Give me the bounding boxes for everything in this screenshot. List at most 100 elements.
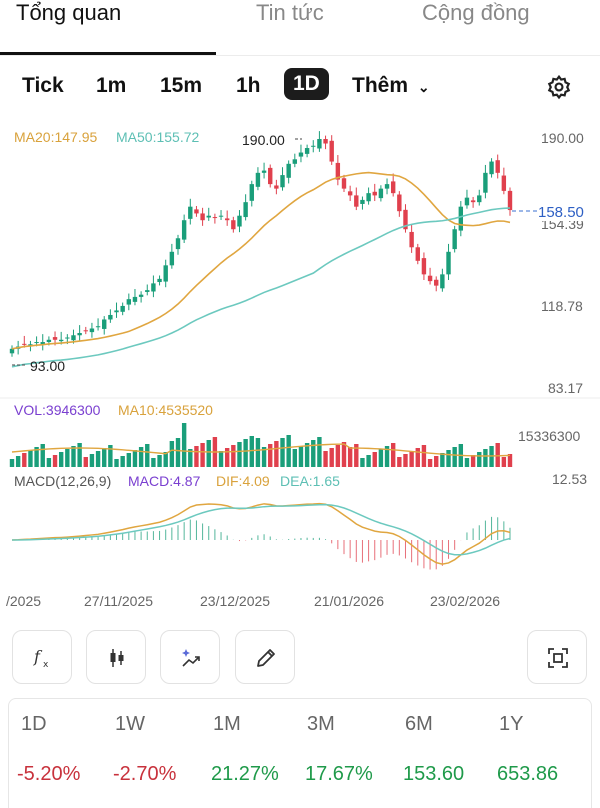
candle-body bbox=[132, 296, 138, 302]
candle-body bbox=[415, 247, 420, 261]
candle-body bbox=[243, 202, 248, 218]
volume-axis-label: 15336300 bbox=[518, 428, 581, 444]
timeframe-1d[interactable]: 1D bbox=[284, 68, 329, 100]
change-value-1m: 21.27% bbox=[211, 763, 279, 785]
draw-tool-button[interactable] bbox=[235, 630, 295, 684]
candle-body bbox=[409, 231, 414, 248]
volume-bar bbox=[224, 448, 230, 467]
volume-bar bbox=[120, 456, 125, 467]
volume-bar bbox=[427, 459, 433, 467]
volume-bar bbox=[163, 452, 168, 467]
volume-bar bbox=[200, 443, 205, 467]
candle-body bbox=[347, 191, 353, 196]
performance-panel: 1D 1W 1M 3M 6M 1Y -5.20% -2.70% 21.27% 1… bbox=[8, 698, 592, 808]
volume-bar bbox=[9, 459, 15, 467]
volume-bar bbox=[409, 451, 414, 467]
active-tab-indicator bbox=[0, 52, 216, 55]
svg-text:f: f bbox=[33, 647, 43, 666]
volume-bar bbox=[151, 458, 156, 467]
candle-body bbox=[489, 161, 494, 175]
gear-icon[interactable] bbox=[546, 74, 572, 100]
volume-bar bbox=[298, 446, 304, 467]
date-axis-label: /2025 bbox=[6, 593, 42, 609]
smart-chart-button[interactable] bbox=[160, 630, 220, 684]
volume-bar bbox=[46, 458, 52, 467]
candle-body bbox=[188, 206, 193, 219]
candle-body bbox=[298, 152, 304, 157]
candle-body bbox=[120, 305, 125, 312]
function-icon: f x bbox=[33, 647, 49, 670]
volume-bar bbox=[40, 444, 45, 467]
date-axis-label: 23/12/2025 bbox=[200, 593, 271, 609]
candle-body bbox=[286, 163, 291, 178]
volume-bar bbox=[403, 454, 408, 467]
volume-bar bbox=[366, 455, 371, 467]
low-price-label: 93.00 bbox=[30, 358, 66, 374]
candle-body bbox=[280, 175, 285, 188]
volume-legend: VOL:3946300 bbox=[14, 402, 101, 418]
candlestick-chart[interactable] bbox=[0, 120, 600, 620]
tab-news[interactable]: Tin tức bbox=[256, 0, 324, 25]
change-value-3m: 17.67% bbox=[305, 763, 373, 785]
pencil-icon bbox=[257, 649, 275, 667]
ma20-legend: MA20:147.95 bbox=[14, 129, 98, 145]
candle-body bbox=[102, 319, 107, 329]
candle-body bbox=[446, 251, 451, 275]
volume-bar bbox=[255, 438, 261, 467]
volume-bar bbox=[237, 442, 242, 467]
candle-body bbox=[28, 344, 33, 346]
volume-bar bbox=[145, 444, 150, 467]
timeframe-1m[interactable]: 1m bbox=[96, 74, 127, 97]
candle-body bbox=[268, 167, 273, 185]
volume-bar bbox=[243, 439, 248, 467]
volume-bar bbox=[397, 457, 402, 467]
volume-bar bbox=[181, 423, 187, 467]
candle-body bbox=[126, 299, 132, 305]
period-label-1d: 1D bbox=[21, 713, 47, 735]
candle-body bbox=[397, 194, 402, 212]
volume-bar bbox=[335, 445, 341, 467]
volume-bar bbox=[22, 453, 27, 467]
chevron-down-icon: ⌄ bbox=[417, 79, 430, 95]
candle-body bbox=[440, 274, 445, 289]
candle-body bbox=[464, 197, 470, 206]
candle-body bbox=[89, 328, 95, 333]
volume-bar bbox=[58, 452, 64, 467]
volume-bar bbox=[304, 443, 310, 467]
volume-bar bbox=[95, 451, 101, 467]
candle-body bbox=[224, 218, 230, 221]
dif-line bbox=[11, 502, 511, 565]
change-value-1y: 653.86 bbox=[497, 763, 559, 785]
volume-bar bbox=[28, 450, 33, 467]
macd-axis-label: 12.53 bbox=[552, 471, 588, 487]
period-label-1y: 1Y bbox=[499, 713, 524, 735]
tab-community[interactable]: Cộng đồng bbox=[422, 0, 530, 25]
timeframe-tick[interactable]: Tick bbox=[22, 74, 64, 97]
candlestick-icon bbox=[110, 649, 124, 667]
volume-bar bbox=[34, 447, 39, 467]
candle-body bbox=[458, 206, 464, 231]
volume-bar bbox=[311, 440, 316, 467]
volume-bar bbox=[274, 441, 279, 467]
chart-type-button[interactable] bbox=[86, 630, 146, 684]
change-value-1d: -5.20% bbox=[17, 763, 81, 785]
candle-body bbox=[507, 190, 513, 211]
candle-body bbox=[212, 217, 218, 219]
indicator-function-button[interactable]: f x bbox=[12, 630, 72, 684]
timeframe-15m[interactable]: 15m bbox=[160, 74, 203, 97]
candle-body bbox=[237, 215, 242, 227]
more-dropdown[interactable]: Thêm ⌄ bbox=[352, 74, 430, 98]
candle-body bbox=[231, 220, 236, 230]
volume-bar bbox=[341, 442, 347, 467]
timeframe-1h[interactable]: 1h bbox=[236, 74, 261, 97]
fullscreen-button[interactable] bbox=[527, 630, 587, 684]
volume-bar bbox=[83, 457, 88, 467]
tab-overview[interactable]: Tổng quan bbox=[16, 0, 122, 25]
high-price-label: 190.00 bbox=[242, 132, 285, 148]
volume-ma10-line bbox=[11, 443, 511, 457]
candle-body bbox=[483, 172, 488, 193]
candle-body bbox=[194, 209, 199, 214]
price-axis-label: 118.78 bbox=[541, 298, 583, 314]
volume-bar bbox=[175, 438, 181, 467]
candle-body bbox=[138, 294, 144, 297]
